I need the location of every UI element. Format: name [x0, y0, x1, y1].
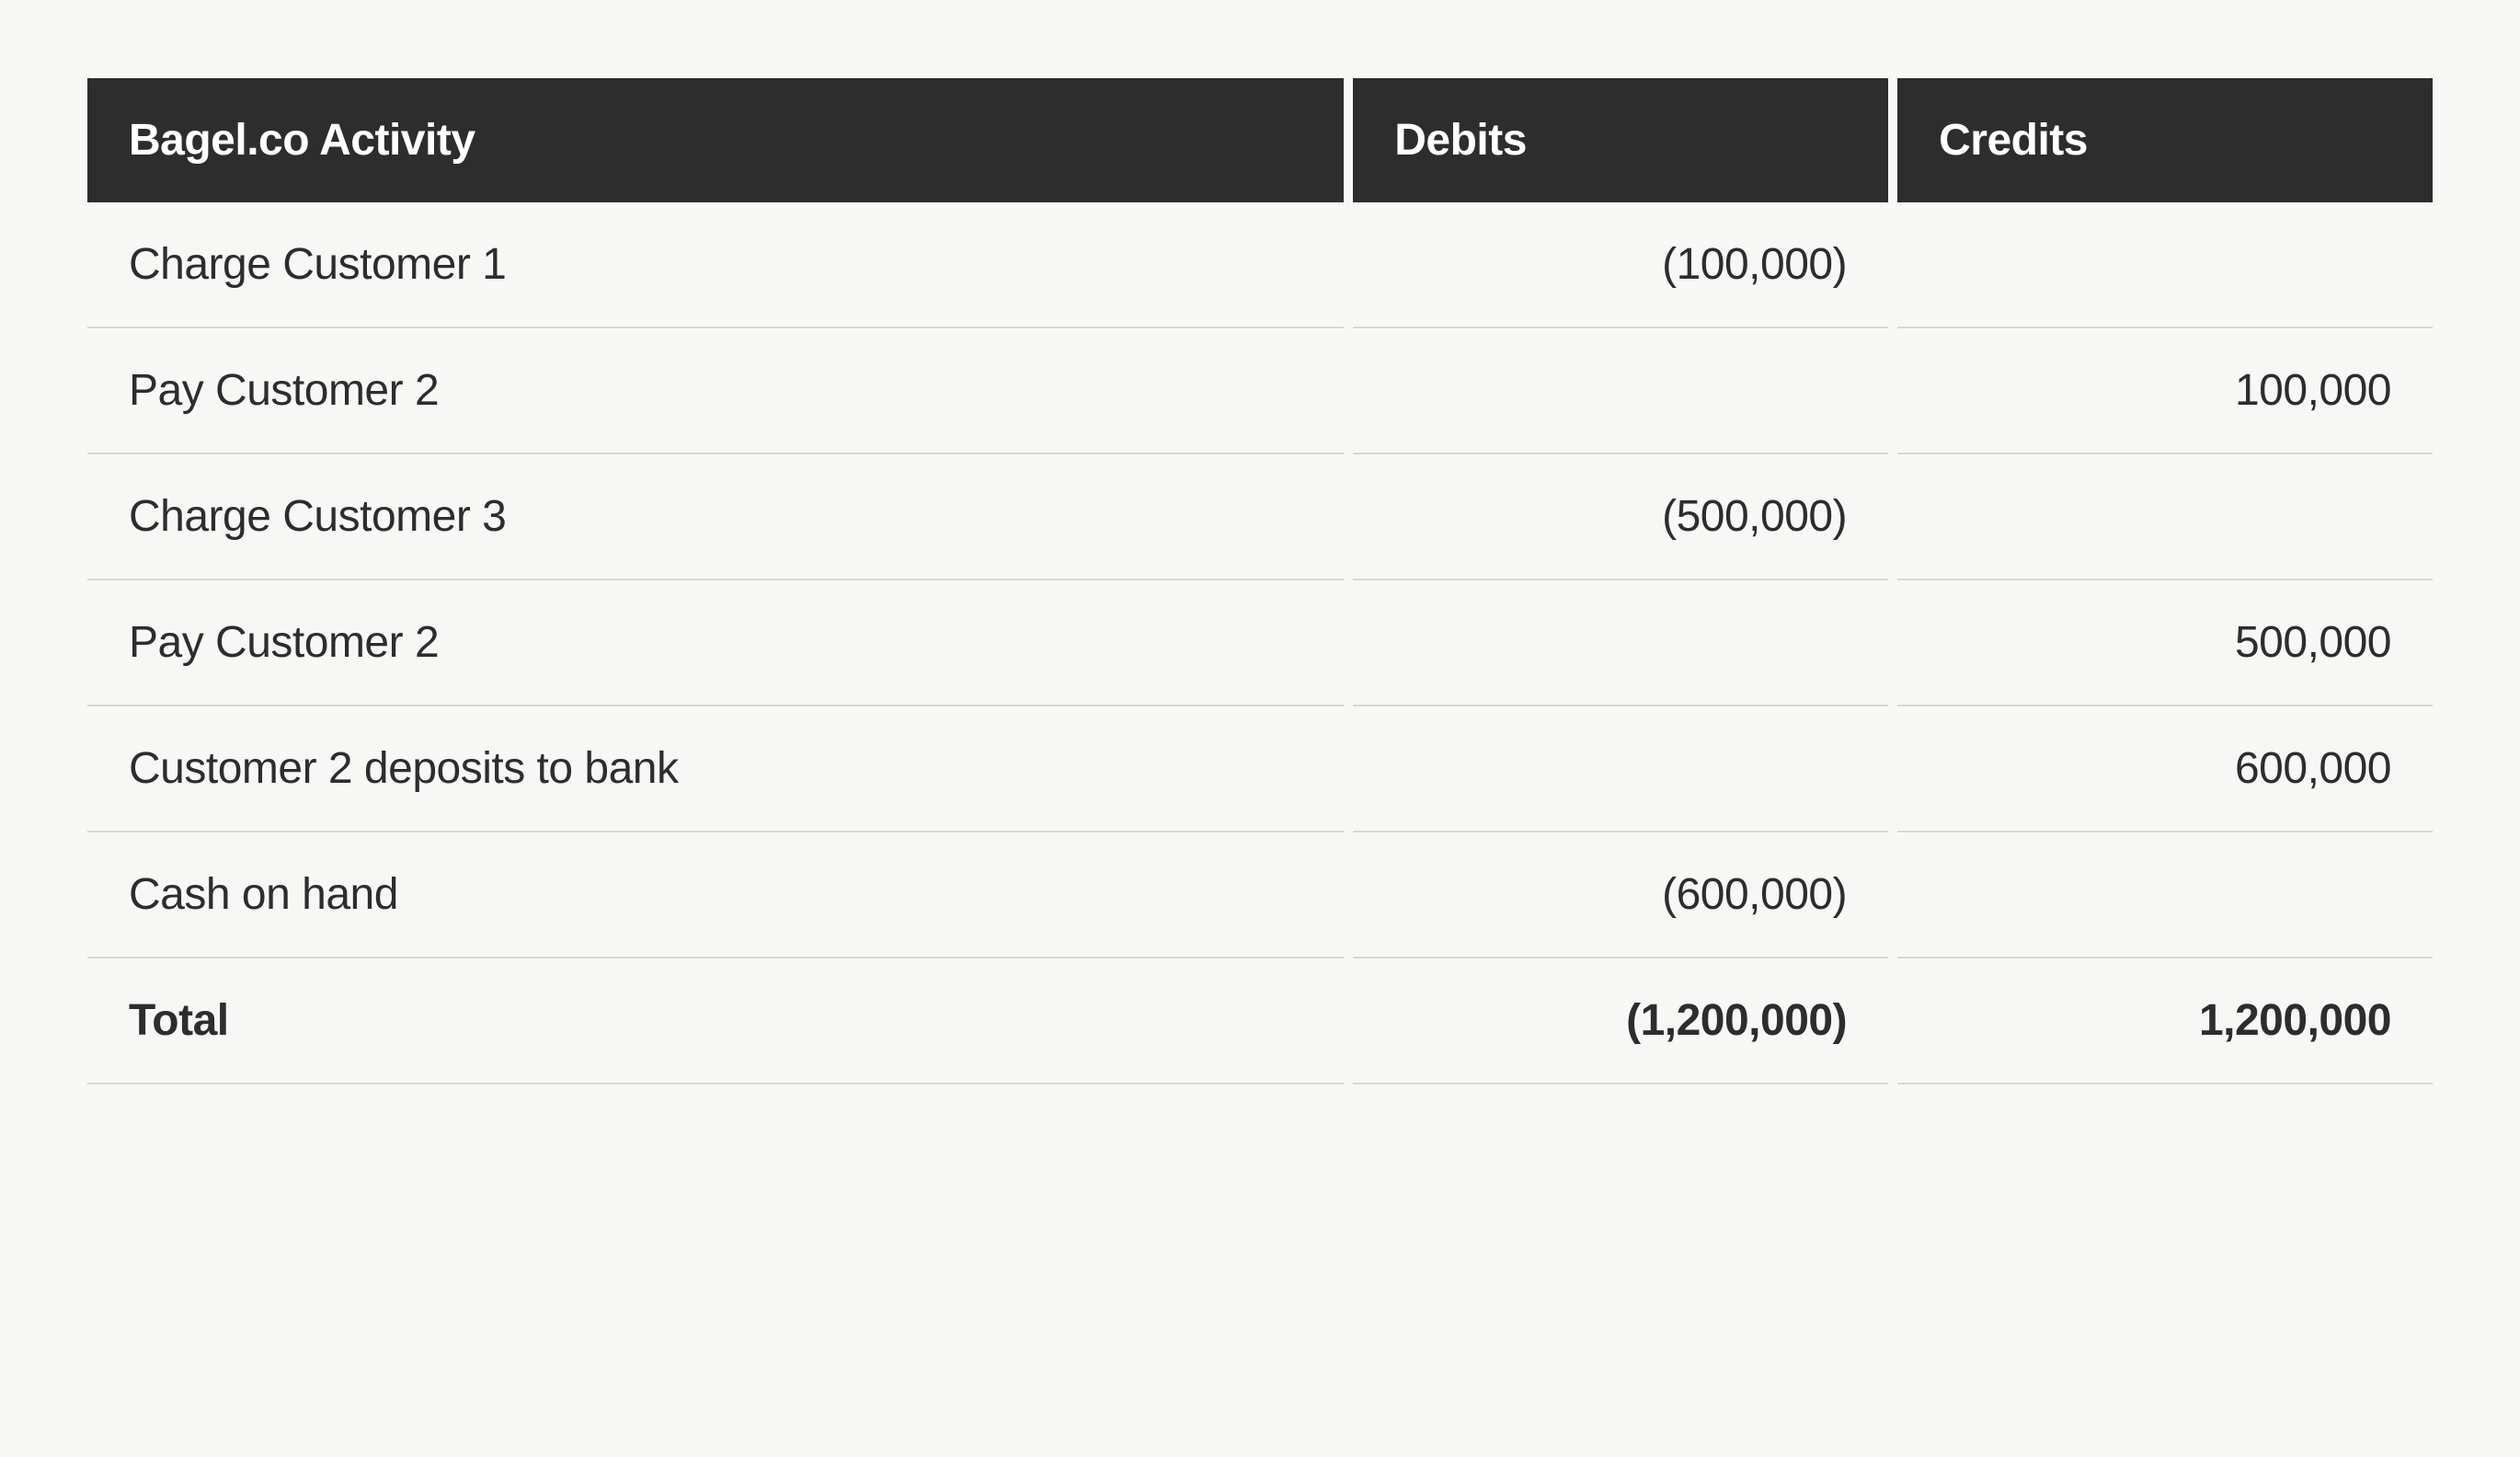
cell-credit: 500,000: [1897, 580, 2433, 706]
table-row: Pay Customer 2 100,000: [87, 328, 2433, 454]
cell-credit: [1897, 832, 2433, 958]
cell-activity: Charge Customer 1: [87, 202, 1344, 328]
cell-credit-total: 1,200,000: [1897, 958, 2433, 1084]
table-row: Pay Customer 2 500,000: [87, 580, 2433, 706]
table-row: Charge Customer 3 (500,000): [87, 454, 2433, 580]
header-credits: Credits: [1897, 78, 2433, 202]
cell-debit: [1353, 328, 1888, 454]
cell-credit: [1897, 202, 2433, 328]
cell-debit: [1353, 580, 1888, 706]
table-body: Charge Customer 1 (100,000) Pay Customer…: [87, 202, 2433, 1084]
cell-activity: Charge Customer 3: [87, 454, 1344, 580]
cell-debit: (500,000): [1353, 454, 1888, 580]
cell-activity-total: Total: [87, 958, 1344, 1084]
table-row: Cash on hand (600,000): [87, 832, 2433, 958]
cell-activity: Cash on hand: [87, 832, 1344, 958]
table-row: Customer 2 deposits to bank 600,000: [87, 706, 2433, 832]
cell-activity: Pay Customer 2: [87, 580, 1344, 706]
cell-activity: Customer 2 deposits to bank: [87, 706, 1344, 832]
ledger-table: Bagel.co Activity Debits Credits Charge …: [78, 78, 2442, 1084]
cell-credit: 100,000: [1897, 328, 2433, 454]
cell-debit: (100,000): [1353, 202, 1888, 328]
table-row: Charge Customer 1 (100,000): [87, 202, 2433, 328]
table-total-row: Total (1,200,000) 1,200,000: [87, 958, 2433, 1084]
cell-credit: [1897, 454, 2433, 580]
cell-activity: Pay Customer 2: [87, 328, 1344, 454]
header-debits: Debits: [1353, 78, 1888, 202]
ledger-table-container: Bagel.co Activity Debits Credits Charge …: [78, 78, 2442, 1084]
cell-debit: (600,000): [1353, 832, 1888, 958]
cell-credit: 600,000: [1897, 706, 2433, 832]
cell-debit: [1353, 706, 1888, 832]
header-activity: Bagel.co Activity: [87, 78, 1344, 202]
table-header-row: Bagel.co Activity Debits Credits: [87, 78, 2433, 202]
cell-debit-total: (1,200,000): [1353, 958, 1888, 1084]
